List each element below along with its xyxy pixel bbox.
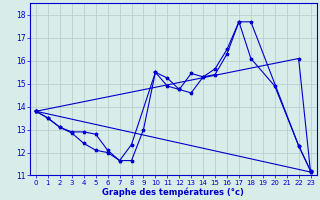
X-axis label: Graphe des températures (°c): Graphe des températures (°c) <box>102 187 244 197</box>
